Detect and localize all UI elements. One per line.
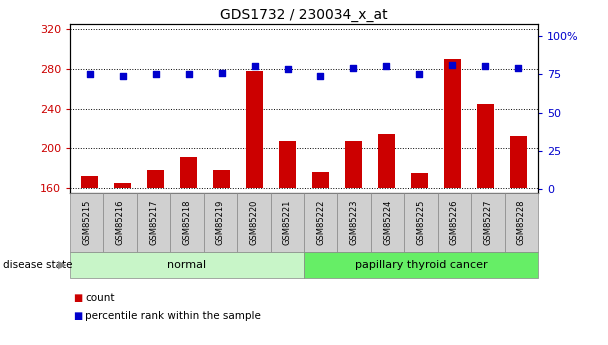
- Point: [513, 65, 523, 71]
- Point: [250, 63, 260, 69]
- Text: GSM85216: GSM85216: [116, 200, 125, 245]
- Text: ■: ■: [73, 294, 82, 303]
- Point: [184, 71, 193, 77]
- Text: papillary thyroid cancer: papillary thyroid cancer: [354, 260, 488, 270]
- Bar: [81, 176, 98, 188]
- Point: [382, 63, 392, 69]
- Bar: [246, 71, 263, 188]
- Point: [151, 71, 161, 77]
- Bar: [114, 183, 131, 188]
- Bar: [411, 173, 427, 188]
- Text: GSM85215: GSM85215: [82, 200, 91, 245]
- Text: count: count: [85, 294, 115, 303]
- Bar: [345, 141, 362, 188]
- Text: GSM85226: GSM85226: [450, 200, 459, 245]
- Text: GSM85224: GSM85224: [383, 200, 392, 245]
- Text: GSM85222: GSM85222: [316, 200, 325, 245]
- Text: GSM85219: GSM85219: [216, 200, 225, 245]
- Bar: [181, 157, 197, 188]
- Text: percentile rank within the sample: percentile rank within the sample: [85, 311, 261, 321]
- Text: GSM85227: GSM85227: [483, 200, 492, 245]
- Text: GSM85223: GSM85223: [350, 200, 359, 245]
- Bar: [147, 170, 164, 188]
- Point: [348, 65, 358, 71]
- Text: GSM85225: GSM85225: [416, 200, 426, 245]
- Bar: [510, 136, 527, 188]
- Text: normal: normal: [167, 260, 207, 270]
- Text: disease state: disease state: [3, 260, 72, 270]
- Bar: [313, 172, 329, 188]
- Text: GSM85217: GSM85217: [149, 200, 158, 245]
- Text: GSM85221: GSM85221: [283, 200, 292, 245]
- Title: GDS1732 / 230034_x_at: GDS1732 / 230034_x_at: [220, 8, 388, 22]
- Point: [118, 73, 128, 78]
- Point: [85, 71, 95, 77]
- Point: [480, 63, 490, 69]
- Point: [415, 71, 424, 77]
- Text: GSM85220: GSM85220: [249, 200, 258, 245]
- Text: GSM85218: GSM85218: [182, 200, 192, 245]
- Text: ■: ■: [73, 311, 82, 321]
- Text: ▶: ▶: [58, 260, 67, 270]
- Bar: [213, 170, 230, 188]
- Point: [316, 73, 325, 78]
- Bar: [279, 141, 295, 188]
- Point: [283, 67, 292, 72]
- Bar: [378, 134, 395, 188]
- Bar: [444, 59, 461, 188]
- Point: [447, 62, 457, 68]
- Bar: [477, 104, 494, 188]
- Text: GSM85228: GSM85228: [517, 200, 526, 245]
- Point: [216, 70, 226, 75]
